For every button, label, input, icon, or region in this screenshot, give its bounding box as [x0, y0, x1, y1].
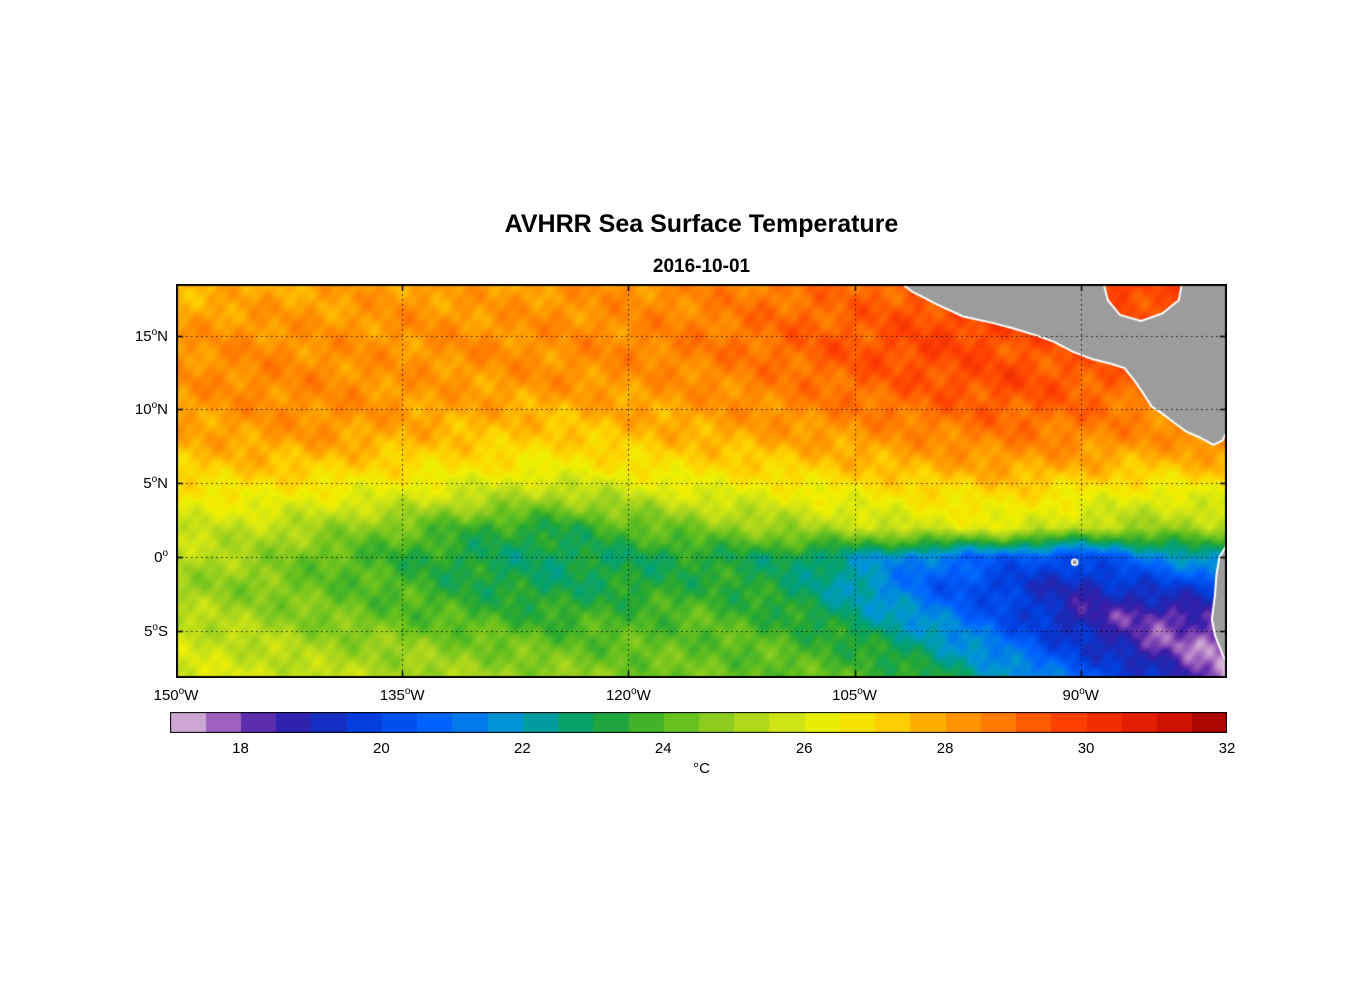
colorbar-tick-label: 32 [1218, 740, 1236, 757]
chart-title: AVHRR Sea Surface Temperature [504, 210, 899, 238]
colorbar-canvas [170, 712, 1227, 733]
degree-superscript: o [162, 547, 168, 559]
colorbar-unit-label: °C [693, 760, 710, 777]
colorbar-tick-label: 20 [373, 740, 390, 757]
colorbar-tick-label: 22 [513, 740, 531, 757]
degree-superscript: o [404, 686, 411, 697]
y-tick-label: 5oN [143, 474, 168, 493]
degree-superscript: o [631, 686, 637, 697]
y-tick-label: 5oS [144, 621, 168, 640]
degree-superscript: o [1079, 686, 1085, 697]
colorbar-tick-label: 18 [232, 740, 249, 757]
y-tick-label: 0o [154, 547, 168, 566]
colorbar-tick-label: 24 [654, 740, 672, 757]
colorbar-tick-label: 30 [1077, 740, 1095, 757]
x-tick-label: 105oW [832, 686, 877, 704]
y-tick-label: 15oN [134, 326, 168, 345]
sst-heatmap-canvas [176, 284, 1227, 678]
degree-superscript: o [152, 621, 158, 633]
degree-superscript: o [151, 474, 158, 486]
x-tick-label: 120oW [605, 686, 651, 704]
degree-superscript: o [151, 326, 158, 338]
colorbar-tick-label: 26 [795, 740, 813, 757]
x-tick-label: 90oW [1062, 686, 1099, 704]
x-tick-label: 135oW [379, 686, 425, 704]
chart-date-subtitle: 2016-10-01 [652, 256, 751, 277]
colorbar-tick-label: 28 [936, 740, 954, 757]
degree-superscript: o [178, 686, 185, 697]
y-tick-label: 10oN [134, 400, 168, 419]
degree-superscript: o [857, 686, 863, 697]
x-tick-label: 150oW [153, 686, 199, 704]
degree-superscript: o [151, 400, 158, 412]
